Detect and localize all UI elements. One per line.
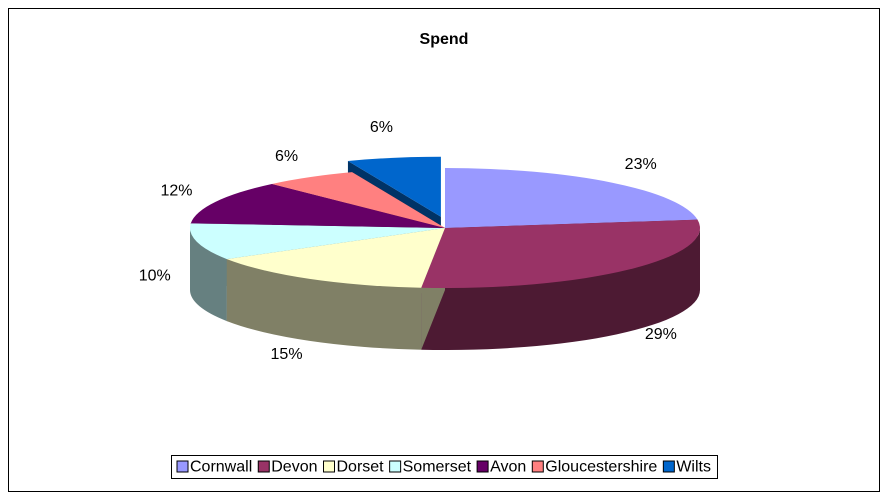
data-label: 29% — [645, 326, 677, 343]
data-label: 10% — [139, 267, 171, 284]
legend-swatch — [389, 460, 402, 473]
slice-top — [421, 219, 701, 288]
data-label: 12% — [160, 183, 192, 200]
slice-top — [226, 228, 445, 288]
legend-label: Dorset — [337, 459, 385, 476]
slice-top — [347, 156, 441, 217]
legend-swatch — [531, 460, 544, 473]
legend-swatch — [257, 460, 270, 473]
data-labels: 23% 29% 15% 10% 12% 6% 6% — [139, 119, 677, 363]
slice-side — [226, 259, 422, 350]
slice-top — [271, 172, 445, 228]
legend-label: Devon — [271, 459, 317, 476]
data-label: 6% — [370, 119, 393, 136]
legend-label: Somerset — [403, 459, 472, 476]
data-label: 15% — [271, 346, 303, 363]
legend-label: Avon — [490, 459, 526, 476]
pie — [190, 156, 701, 350]
chart-title: Spend — [420, 31, 469, 48]
legend-swatch — [476, 460, 489, 473]
slice-top — [445, 168, 698, 228]
legend-swatch — [176, 460, 189, 473]
legend-label: Wilts — [676, 459, 711, 476]
slice-top — [190, 183, 445, 228]
data-label: 23% — [625, 156, 657, 173]
slice-top — [190, 223, 445, 260]
data-label: 6% — [275, 148, 298, 165]
legend-label: Gloucestershire — [545, 459, 657, 476]
slice-side — [190, 228, 227, 322]
legend-swatch — [662, 460, 675, 473]
legend-box — [171, 455, 718, 479]
legend-swatch — [323, 460, 336, 473]
legend: Cornwall Devon Dorset Somerset Avon Glouceste… — [171, 455, 718, 479]
legend-label: Cornwall — [190, 459, 252, 476]
slice-side — [421, 228, 700, 350]
